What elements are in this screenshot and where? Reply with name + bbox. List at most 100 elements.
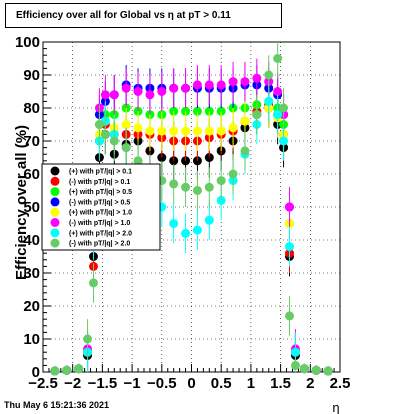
data-point <box>121 83 131 93</box>
data-point <box>204 80 214 90</box>
data-point <box>285 202 295 212</box>
legend-label: (+) with pT/|q| > 1.0 <box>69 210 132 217</box>
data-point <box>169 83 179 93</box>
data-point <box>181 83 191 93</box>
data-point <box>204 126 214 136</box>
data-point <box>228 169 238 179</box>
x-tick-label: −1 <box>124 375 141 392</box>
data-point <box>279 103 289 113</box>
data-point <box>252 110 262 120</box>
legend-label: (-) with pT/|q| > 0.1 <box>69 179 130 186</box>
data-point <box>145 126 155 136</box>
data-point <box>264 70 274 80</box>
data-point <box>157 126 167 136</box>
series-8 <box>50 42 333 376</box>
data-point <box>62 365 72 375</box>
data-point <box>279 136 289 146</box>
data-point <box>100 90 110 100</box>
y-tick-label: 60 <box>23 166 40 183</box>
x-tick-label: −0.5 <box>147 375 177 392</box>
data-point <box>273 110 283 120</box>
chart-title: Efficiency over all for Global vs η at p… <box>5 3 282 28</box>
data-point <box>290 347 300 357</box>
legend-marker <box>50 197 60 207</box>
y-tick-label: 40 <box>23 232 40 249</box>
legend-marker <box>50 238 60 248</box>
data-point <box>94 120 104 129</box>
y-tick-label: 20 <box>23 298 40 315</box>
legend-label: (-) with pT/|q| > 1.0 <box>69 220 130 227</box>
data-point <box>216 80 226 90</box>
data-point <box>299 364 309 374</box>
legend-label: (+) with pT/|q| > 0.5 <box>69 189 132 196</box>
legend-box <box>41 163 161 251</box>
data-point <box>169 219 179 228</box>
data-point <box>285 242 295 252</box>
data-point <box>121 120 131 129</box>
data-point <box>192 225 202 235</box>
x-tick-label: −2 <box>64 375 81 392</box>
data-point <box>83 334 93 344</box>
data-point <box>204 215 214 225</box>
y-tick-label: 100 <box>15 34 40 51</box>
data-point <box>157 87 167 96</box>
data-point <box>273 54 283 63</box>
y-tick-label: 50 <box>23 199 40 216</box>
data-point <box>169 179 179 189</box>
data-point <box>290 360 300 370</box>
legend-label: (+) with pT/|q| > 0.1 <box>69 169 132 176</box>
data-point <box>181 182 191 192</box>
data-point <box>311 365 321 375</box>
legend-label: (-) with pT/|q| > 2.0 <box>69 241 130 248</box>
legend-marker <box>50 228 60 238</box>
legend-marker <box>50 187 60 197</box>
data-point <box>216 126 226 136</box>
data-point <box>240 146 250 156</box>
data-point <box>109 90 119 100</box>
legend-label: (+) with pT/|q| > 2.0 <box>69 230 132 237</box>
data-point <box>181 126 191 136</box>
data-point <box>285 311 295 321</box>
data-point <box>240 116 250 126</box>
legend-marker <box>50 166 60 176</box>
data-point <box>192 80 202 90</box>
x-tick-label: 1.5 <box>270 375 291 392</box>
x-tick-label: 0.5 <box>211 375 232 392</box>
data-point <box>88 278 98 288</box>
timestamp: Thu May 6 15:21:36 2021 <box>4 400 110 410</box>
data-point <box>264 96 274 106</box>
data-point <box>121 143 131 153</box>
x-axis-label: η <box>332 400 339 414</box>
data-point <box>240 77 250 87</box>
x-tick-label: 0 <box>187 375 195 392</box>
legend-marker <box>50 207 60 217</box>
data-point <box>204 182 214 192</box>
y-tick-label: 70 <box>23 133 40 150</box>
y-tick-label: 90 <box>23 67 40 84</box>
data-point <box>228 123 238 133</box>
data-point <box>133 123 143 133</box>
x-tick-label: 2 <box>306 375 314 392</box>
x-tick-label: −2.5 <box>28 375 58 392</box>
y-tick-label: 0 <box>32 364 40 381</box>
data-point <box>100 129 110 139</box>
x-tick-label: −1.5 <box>88 375 118 392</box>
legend-marker <box>50 218 60 227</box>
data-point <box>109 136 119 146</box>
data-point <box>252 73 262 83</box>
data-point <box>323 366 333 376</box>
data-point <box>133 156 143 166</box>
y-tick-label: 10 <box>23 331 40 348</box>
x-tick-label: 1 <box>247 375 255 392</box>
data-point <box>133 87 143 96</box>
x-tick-label: 2.5 <box>330 375 351 392</box>
data-point <box>216 176 226 186</box>
legend-label: (-) with pT/|q| > 0.5 <box>69 199 130 206</box>
data-point <box>192 126 202 136</box>
data-point <box>273 87 283 96</box>
data-point <box>74 364 84 374</box>
data-point <box>169 126 179 136</box>
y-tick-label: 80 <box>23 100 40 117</box>
legend-marker <box>50 176 60 186</box>
